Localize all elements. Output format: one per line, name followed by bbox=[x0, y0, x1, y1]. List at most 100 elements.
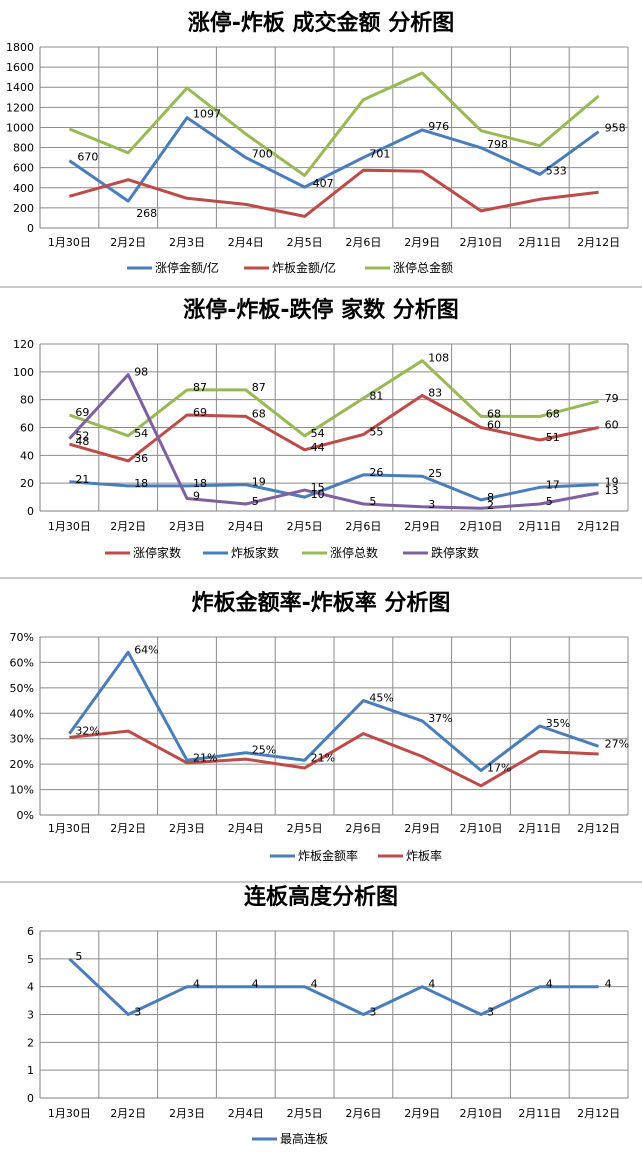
y-tick-label: 1 bbox=[27, 1064, 34, 1077]
y-tick-label: 10% bbox=[10, 784, 34, 797]
data-label: 36 bbox=[134, 452, 148, 465]
y-tick-label: 80 bbox=[20, 394, 34, 407]
data-label: 4 bbox=[605, 978, 612, 991]
x-tick-label: 2月11日 bbox=[518, 822, 561, 835]
rate-chart: 炸板金额率-炸板率 分析图 0% 10% 20% 30% 40% 50% 60% 70% 1月30… bbox=[10, 590, 630, 863]
data-label: 533 bbox=[546, 164, 567, 177]
data-label: 35% bbox=[546, 717, 570, 730]
legend-label: 最高连板 bbox=[280, 1131, 328, 1146]
data-label: 37% bbox=[428, 712, 452, 725]
series-line-1 bbox=[69, 473, 599, 502]
amount-chart: 涨停-炸板 成交金额 分析图 0 200 400 600 800 1000 1200 1400 1… bbox=[6, 10, 629, 275]
data-label: 64% bbox=[134, 643, 158, 656]
data-label: 87 bbox=[252, 381, 266, 394]
chart-title: 涨停-炸板-跌停 家数 分析图 bbox=[183, 297, 459, 323]
x-tick-label: 2月9日 bbox=[404, 1107, 440, 1120]
data-label: 976 bbox=[428, 120, 449, 133]
data-label: 26 bbox=[369, 466, 383, 479]
x-tick-label: 2月10日 bbox=[460, 520, 503, 533]
y-tick-label: 60% bbox=[10, 656, 34, 669]
data-label: 87 bbox=[193, 381, 207, 394]
data-label: 21% bbox=[193, 751, 217, 764]
y-tick-label: 0 bbox=[27, 1092, 34, 1105]
x-tick-label: 2月2日 bbox=[110, 1107, 146, 1120]
data-label: 798 bbox=[487, 138, 508, 151]
data-label: 55 bbox=[369, 425, 383, 438]
series-line-0 bbox=[68, 957, 599, 1016]
x-tick-label: 2月4日 bbox=[228, 822, 264, 835]
series-line-0 bbox=[68, 116, 600, 203]
x-tick-label: 2月5日 bbox=[287, 822, 323, 835]
legend-label: 炸板金额/亿 bbox=[272, 260, 336, 275]
x-tick-label: 1月30日 bbox=[48, 236, 91, 249]
x-tick-label: 2月4日 bbox=[228, 520, 264, 533]
data-label: 1097 bbox=[193, 108, 221, 121]
x-tick-label: 2月4日 bbox=[228, 236, 264, 249]
legend-label: 涨停家数 bbox=[133, 545, 181, 560]
x-tick-label: 2月2日 bbox=[110, 236, 146, 249]
y-tick-label: 5 bbox=[27, 953, 34, 966]
y-tick-label: 1000 bbox=[6, 121, 34, 134]
data-label: 21 bbox=[75, 473, 89, 486]
y-tick-label: 20% bbox=[10, 758, 34, 771]
data-label: 68 bbox=[546, 407, 560, 420]
legend-label: 炸板金额率 bbox=[298, 848, 358, 863]
y-tick-label: 2 bbox=[27, 1036, 34, 1049]
data-label: 68 bbox=[487, 407, 501, 420]
data-label: 69 bbox=[193, 406, 207, 419]
x-tick-label: 2月9日 bbox=[404, 520, 440, 533]
data-label: 81 bbox=[369, 389, 383, 402]
x-tick-label: 2月12日 bbox=[577, 520, 620, 533]
y-tick-label: 100 bbox=[13, 366, 34, 379]
y-tick-label: 400 bbox=[13, 182, 34, 195]
chart-title: 连板高度分析图 bbox=[244, 884, 398, 910]
data-label: 407 bbox=[313, 177, 334, 190]
y-tick-label: 1400 bbox=[6, 81, 34, 94]
x-tick-label: 2月3日 bbox=[169, 1107, 205, 1120]
data-label: 108 bbox=[428, 352, 449, 365]
y-tick-label: 1800 bbox=[6, 41, 34, 54]
data-label: 4 bbox=[252, 978, 259, 991]
data-label: 52 bbox=[75, 430, 89, 443]
y-tick-label: 0% bbox=[17, 809, 34, 822]
data-label: 4 bbox=[428, 978, 435, 991]
x-tick-label: 2月12日 bbox=[577, 822, 620, 835]
data-label: 5 bbox=[252, 495, 259, 508]
data-label: 79 bbox=[605, 392, 619, 405]
y-tick-label: 20 bbox=[20, 477, 34, 490]
y-tick-label: 200 bbox=[13, 202, 34, 215]
separator-1 bbox=[0, 286, 642, 288]
data-label: 17% bbox=[487, 762, 511, 775]
series-line-3 bbox=[68, 373, 599, 510]
data-label: 60 bbox=[487, 419, 501, 432]
legend-label: 炸板家数 bbox=[231, 545, 279, 560]
x-tick-label: 2月2日 bbox=[110, 520, 146, 533]
chart-title: 涨停-炸板 成交金额 分析图 bbox=[188, 10, 454, 36]
data-label: 13 bbox=[605, 484, 619, 497]
series-line-1 bbox=[68, 168, 599, 218]
x-tick-label: 2月9日 bbox=[404, 236, 440, 249]
y-tick-label: 40% bbox=[10, 707, 34, 720]
y-tick-label: 60 bbox=[20, 422, 34, 435]
data-label: 25% bbox=[252, 744, 276, 757]
x-tick-label: 2月11日 bbox=[518, 1107, 561, 1120]
data-label: 32% bbox=[75, 725, 99, 738]
series-line-2 bbox=[68, 71, 600, 177]
x-tick-label: 2月5日 bbox=[287, 1107, 323, 1120]
data-label: 51 bbox=[546, 431, 560, 444]
data-label: 958 bbox=[605, 122, 626, 135]
legend-label: 涨停金额/亿 bbox=[155, 260, 219, 275]
data-label: 2 bbox=[487, 499, 494, 512]
separator-3 bbox=[0, 881, 642, 883]
x-tick-label: 2月10日 bbox=[460, 236, 503, 249]
data-label: 3 bbox=[428, 498, 435, 511]
data-label: 17 bbox=[546, 478, 560, 491]
x-tick-label: 2月3日 bbox=[169, 520, 205, 533]
x-tick-label: 2月9日 bbox=[404, 822, 440, 835]
x-tick-label: 1月30日 bbox=[48, 520, 91, 533]
y-tick-label: 50% bbox=[10, 682, 34, 695]
chart-title: 炸板金额率-炸板率 分析图 bbox=[192, 590, 451, 616]
height-chart: 连板高度分析图 0 1 2 3 4 5 6 1月30日 2月2日 2月3日 2月4日 2月5日 2月6日 2… bbox=[27, 884, 629, 1146]
data-label: 9 bbox=[193, 489, 200, 502]
x-tick-label: 2月3日 bbox=[169, 822, 205, 835]
